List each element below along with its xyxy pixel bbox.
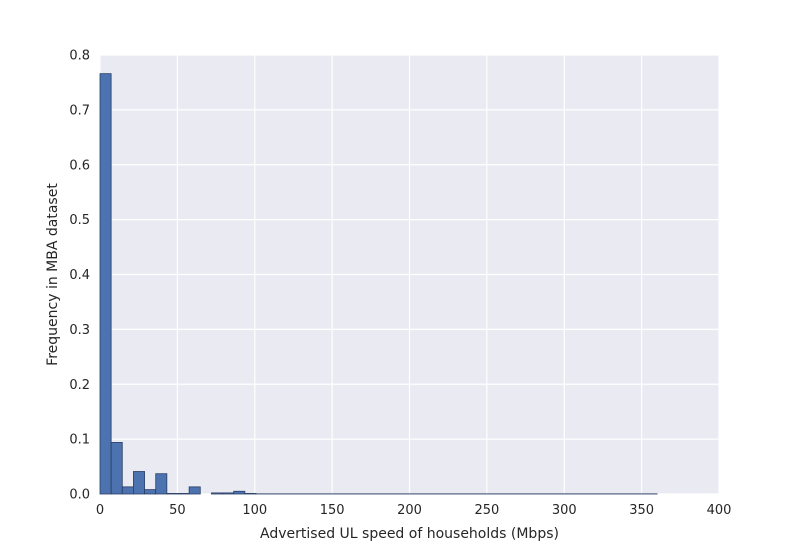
x-tick-label: 300 <box>552 503 577 518</box>
histogram-bar <box>189 487 200 494</box>
x-tick-label: 200 <box>397 503 422 518</box>
y-tick-label: 0.2 <box>69 378 90 393</box>
x-tick-label: 150 <box>320 503 345 518</box>
histogram-bar <box>245 493 256 494</box>
y-tick-label: 0.3 <box>69 323 90 338</box>
y-tick-label: 0.8 <box>69 49 90 64</box>
y-tick-label: 0.4 <box>69 268 90 283</box>
histogram-bar <box>100 74 111 494</box>
histogram-bar <box>122 487 133 494</box>
histogram-bar <box>145 490 156 494</box>
histogram-bar <box>167 493 178 494</box>
histogram-bar <box>156 474 167 494</box>
histogram-bar <box>211 493 222 494</box>
x-axis-label: Advertised UL speed of households (Mbps) <box>260 526 559 542</box>
histogram-bar <box>178 493 189 494</box>
x-tick-label: 0 <box>96 503 104 518</box>
histogram-bar <box>234 491 245 494</box>
x-tick-labels: 0 50 100 150 200 250 300 350 400 <box>96 503 732 518</box>
y-tick-label: 0.7 <box>69 103 90 118</box>
x-tick-label: 50 <box>169 503 186 518</box>
histogram-bar <box>133 472 144 494</box>
histogram-bar <box>223 493 234 494</box>
x-tick-label: 350 <box>629 503 654 518</box>
y-tick-label: 0.1 <box>69 433 90 448</box>
y-tick-label: 0.0 <box>69 488 90 503</box>
y-tick-labels: 0.0 0.1 0.2 0.3 0.4 0.5 0.6 0.7 0.8 <box>69 49 90 503</box>
x-tick-label: 100 <box>242 503 267 518</box>
histogram-bar <box>111 442 122 494</box>
y-tick-label: 0.6 <box>69 158 90 173</box>
x-tick-label: 250 <box>474 503 499 518</box>
y-axis-label: Frequency in MBA dataset <box>45 183 61 366</box>
y-tick-label: 0.5 <box>69 213 90 228</box>
x-tick-label: 400 <box>707 503 732 518</box>
